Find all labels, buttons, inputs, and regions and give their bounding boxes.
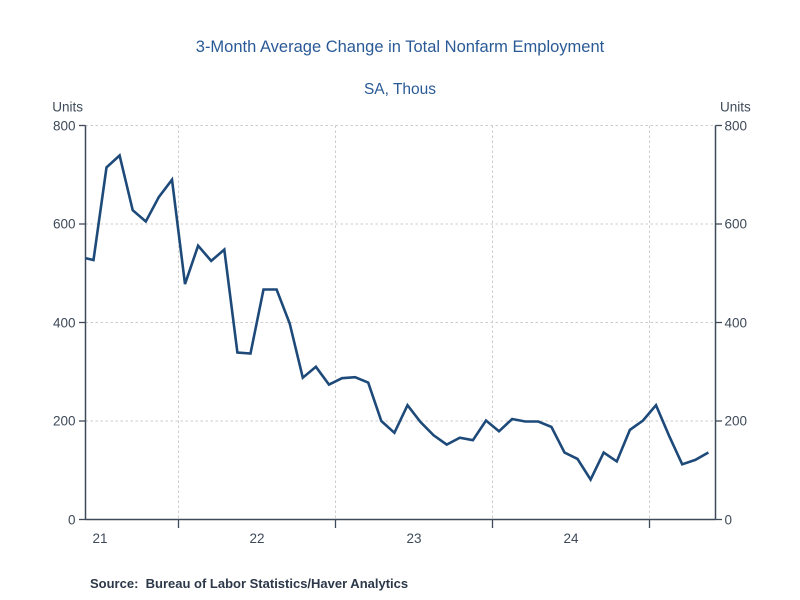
x-year-label: 23 (406, 531, 422, 546)
y-tick-label-right: 600 (724, 216, 748, 232)
chart-title: 3-Month Average Change in Total Nonfarm … (195, 38, 605, 56)
x-year-label: 24 (563, 531, 579, 546)
y-axis-units-label-right: Units (720, 99, 751, 115)
y-axis-units-label-left: Units (52, 99, 83, 115)
y-tick-label-left: 200 (52, 413, 76, 429)
y-tick-label-left: 600 (52, 216, 76, 232)
y-tick-label-right: 800 (724, 118, 748, 133)
source-note: Source: Bureau of Labor Statistics/Haver… (90, 576, 409, 591)
x-year-label: 22 (249, 531, 265, 546)
y-tick-label-left: 400 (52, 315, 76, 330)
y-tick-label-left: 0 (67, 512, 76, 527)
y-tick-label-left: 800 (52, 118, 76, 133)
x-year-label: 21 (92, 531, 108, 546)
y-tick-label-right: 200 (724, 413, 748, 429)
employment-line-series (85, 153, 710, 483)
y-tick-label-right: 0 (724, 512, 733, 527)
chart-subtitle: SA, Thous (363, 81, 437, 98)
y-tick-label-right: 400 (724, 315, 748, 330)
